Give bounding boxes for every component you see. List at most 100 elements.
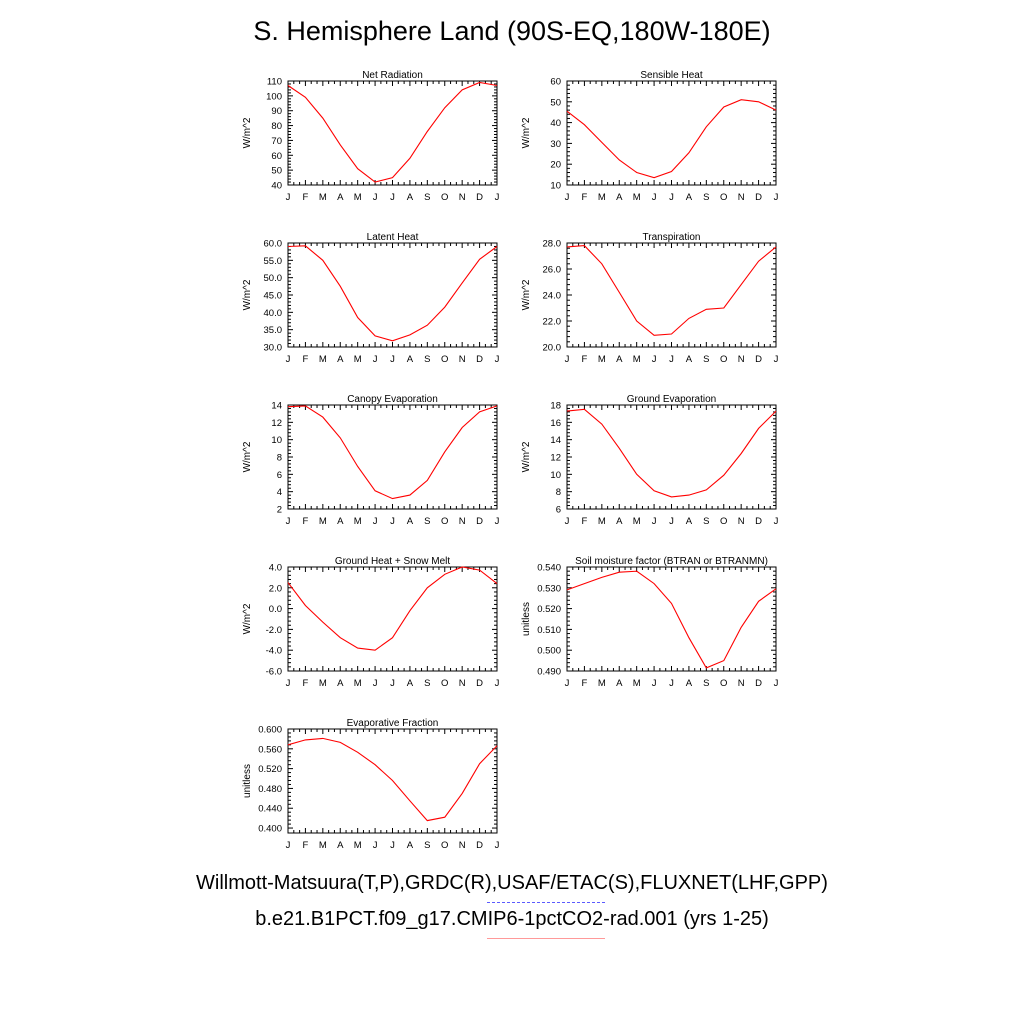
x-tick-label: J (286, 678, 291, 689)
x-tick-label: F (303, 354, 309, 365)
legend-observations-swatch (487, 902, 605, 903)
y-tick-label: 70 (271, 136, 282, 147)
x-tick-label: N (459, 840, 466, 851)
x-tick-label: J (286, 354, 291, 365)
x-tick-label: S (424, 192, 430, 203)
x-tick-label: D (755, 354, 762, 365)
series-line (287, 405, 498, 500)
x-tick-label: J (774, 192, 779, 203)
y-tick-label: 6 (277, 470, 282, 481)
y-axis-label: W/m^2 (242, 279, 253, 310)
y-tick-label: 0.500 (537, 646, 561, 657)
x-tick-label: M (319, 678, 327, 689)
x-tick-label: M (354, 516, 362, 527)
x-tick-label: D (476, 678, 483, 689)
x-tick-label: J (286, 192, 291, 203)
x-tick-label: J (390, 192, 395, 203)
x-tick-label: F (303, 678, 309, 689)
x-tick-label: D (755, 678, 762, 689)
y-tick-label: 20 (550, 160, 561, 171)
y-tick-label: 20.0 (543, 343, 562, 354)
x-tick-label: M (354, 678, 362, 689)
y-tick-label: 40 (550, 118, 561, 129)
x-tick-label: M (354, 354, 362, 365)
x-tick-label: J (652, 192, 657, 203)
figure-title: S. Hemisphere Land (90S-EQ,180W-180E) (253, 16, 771, 46)
y-tick-label: 24.0 (543, 291, 562, 302)
x-tick-label: A (337, 840, 344, 851)
y-tick-label: -6.0 (266, 667, 282, 678)
x-tick-label: N (738, 354, 745, 365)
legend-observations-label: Willmott-Matsuura(T,P),GRDC(R),USAF/ETAC… (196, 872, 828, 894)
x-tick-label: D (476, 192, 483, 203)
panel-title: Ground Evaporation (627, 394, 717, 405)
plot-frame (287, 404, 498, 510)
y-tick-label: 50 (271, 166, 282, 177)
y-tick-label: 10 (271, 435, 282, 446)
x-tick-label: N (459, 192, 466, 203)
x-tick-label: M (633, 192, 641, 203)
x-tick-label: J (565, 354, 570, 365)
x-tick-label: J (390, 678, 395, 689)
series-line (566, 570, 777, 669)
x-tick-label: A (616, 354, 623, 365)
x-tick-label: J (373, 516, 378, 527)
x-tick-label: J (495, 840, 500, 851)
panel-title: Net Radiation (362, 70, 423, 81)
x-tick-label: J (390, 840, 395, 851)
x-tick-label: S (703, 192, 709, 203)
x-tick-label: N (459, 516, 466, 527)
y-tick-label: 40.0 (264, 308, 283, 319)
y-tick-label: 0.0 (269, 604, 282, 615)
x-tick-label: F (582, 354, 588, 365)
x-tick-label: M (354, 192, 362, 203)
x-tick-label: A (616, 678, 623, 689)
x-tick-label: M (598, 354, 606, 365)
x-tick-label: S (424, 840, 430, 851)
x-tick-label: J (652, 678, 657, 689)
x-tick-label: J (373, 354, 378, 365)
panel-title: Ground Heat + Snow Melt (335, 556, 451, 567)
y-axis-label: W/m^2 (521, 441, 532, 472)
x-tick-label: N (738, 192, 745, 203)
y-tick-label: 90 (271, 106, 282, 117)
x-tick-label: M (319, 354, 327, 365)
plot-frame (287, 242, 498, 348)
x-tick-label: A (686, 192, 693, 203)
x-tick-label: O (720, 354, 727, 365)
y-tick-label: 0.400 (258, 824, 282, 835)
series-line (287, 245, 498, 342)
y-tick-label: 2 (277, 505, 282, 516)
y-axis-label: W/m^2 (242, 603, 253, 634)
x-tick-label: F (582, 516, 588, 527)
x-tick-label: O (441, 192, 448, 203)
x-tick-label: A (337, 192, 344, 203)
y-axis-label: W/m^2 (521, 279, 532, 310)
x-tick-label: O (441, 678, 448, 689)
x-tick-label: M (633, 354, 641, 365)
y-tick-label: 8 (277, 453, 282, 464)
y-axis-label: unitless (242, 764, 253, 798)
panel-title: Evaporative Fraction (347, 718, 439, 729)
y-tick-label: 4.0 (269, 563, 282, 574)
x-tick-label: J (373, 840, 378, 851)
plot-frame (566, 242, 777, 348)
x-tick-label: O (441, 354, 448, 365)
x-tick-label: J (652, 516, 657, 527)
x-tick-label: M (354, 840, 362, 851)
legend-model-label: b.e21.B1PCT.f09_g17.CMIP6-1pctCO2-rad.00… (255, 908, 769, 930)
x-tick-label: J (373, 678, 378, 689)
y-tick-label: 12 (271, 418, 282, 429)
series-line (287, 737, 498, 822)
panel-title: Sensible Heat (640, 70, 702, 81)
x-tick-label: S (424, 354, 430, 365)
x-tick-label: O (720, 516, 727, 527)
series-line (566, 245, 777, 336)
series-line (287, 566, 498, 651)
y-tick-label: 0.510 (537, 625, 561, 636)
